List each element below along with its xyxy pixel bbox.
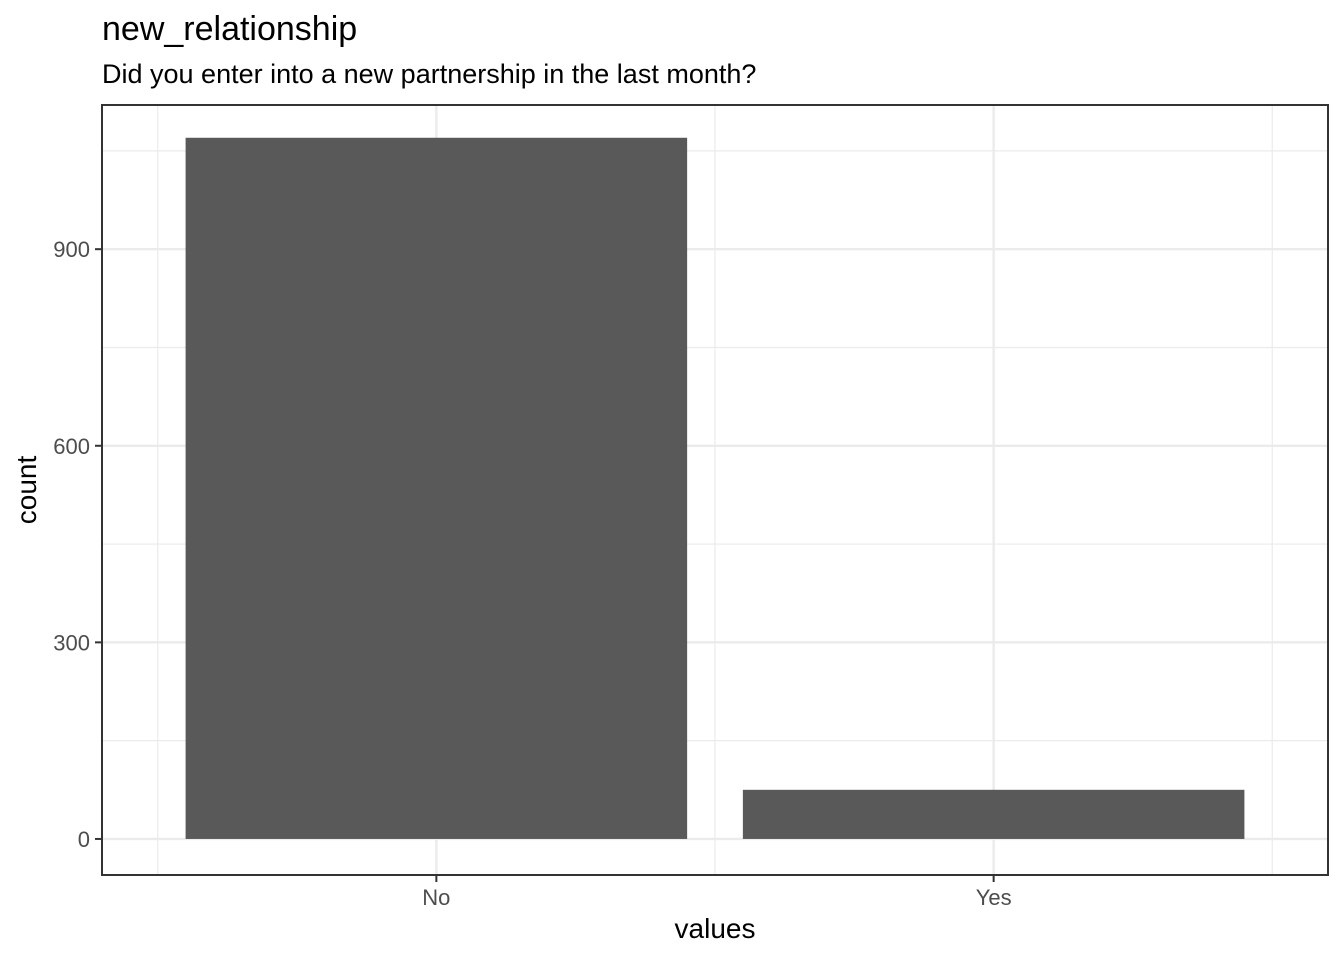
x-tick-label: No	[422, 885, 450, 910]
y-tick-label: 600	[53, 434, 90, 459]
y-tick-label: 900	[53, 237, 90, 262]
chart-subtitle: Did you enter into a new partnership in …	[102, 59, 756, 89]
bar-no	[185, 137, 688, 839]
bars	[185, 137, 1245, 839]
x-tick-label: Yes	[976, 885, 1012, 910]
bar-yes	[742, 789, 1245, 839]
x-axis-title: values	[675, 913, 756, 944]
axes: 0 300 600 900 No Yes	[53, 237, 1011, 910]
y-tick-label: 0	[78, 827, 90, 852]
chart-title: new_relationship	[102, 10, 357, 48]
panel-border	[101, 104, 1329, 876]
y-axis-title: count	[11, 456, 42, 525]
y-tick-label: 300	[53, 630, 90, 655]
